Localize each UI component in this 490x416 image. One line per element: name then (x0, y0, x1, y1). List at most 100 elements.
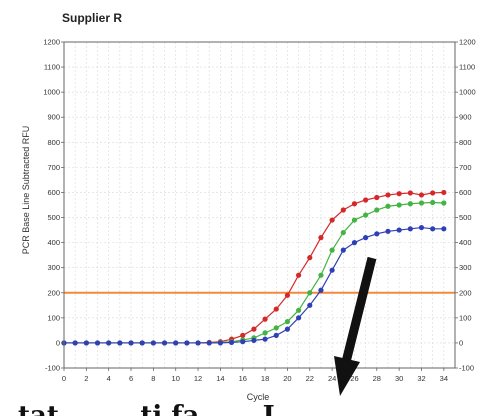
x-tick-label: 20 (283, 374, 291, 383)
data-point (396, 227, 402, 233)
y-tick-label: 700 (47, 163, 60, 172)
x-tick-label: 0 (62, 374, 66, 383)
x-tick-label: 12 (194, 374, 202, 383)
data-point (418, 200, 425, 206)
data-point (374, 207, 380, 213)
data-point (240, 339, 246, 345)
data-point (296, 315, 302, 321)
y-tick-label: 900 (47, 113, 60, 122)
x-tick-label: 14 (216, 374, 224, 383)
data-point (117, 340, 123, 346)
data-point (329, 247, 335, 253)
data-point (296, 307, 302, 313)
data-point (396, 202, 402, 208)
x-axis-label: Cycle (247, 392, 270, 402)
x-tick-label: 34 (440, 374, 448, 383)
data-point (228, 339, 235, 346)
chart-title: Supplier R (62, 11, 122, 25)
data-point (430, 226, 436, 232)
data-point (329, 217, 335, 223)
x-tick-label: 26 (350, 374, 358, 383)
y-tick-label-right: 900 (459, 113, 472, 122)
y-tick-label: 300 (47, 263, 60, 272)
y-tick-label-right: 1000 (459, 88, 476, 97)
data-point (262, 336, 268, 342)
data-point (374, 231, 380, 237)
y-tick-label-right: 1100 (459, 63, 475, 72)
data-point (441, 226, 447, 232)
series-layer (61, 189, 447, 346)
x-tick-label: 6 (129, 374, 133, 383)
x-tick-label: 28 (373, 374, 381, 383)
x-tick-label: 32 (417, 374, 425, 383)
y-tick-label: -100 (45, 364, 60, 373)
overlay-bottom-text: tat........ ti fa...... I.. (18, 401, 293, 416)
data-point (284, 326, 291, 332)
x-tick-label: 24 (328, 374, 336, 383)
data-point (318, 272, 324, 278)
y-tick-label: 200 (47, 288, 60, 297)
data-point (284, 319, 291, 325)
series-2 (61, 224, 447, 346)
y-tick-label: 0 (56, 338, 60, 347)
data-point (307, 255, 313, 261)
y-tick-label-right: 700 (459, 163, 472, 172)
data-point (329, 267, 335, 273)
y-tick-label-right: 500 (459, 213, 472, 222)
data-point (150, 340, 156, 346)
data-point (407, 226, 413, 232)
data-point (418, 192, 425, 198)
y-tick-label: 600 (47, 188, 60, 197)
y-tick-label-right: 200 (459, 288, 472, 297)
series-line (64, 226, 444, 344)
data-point (128, 340, 134, 346)
data-point (106, 340, 112, 346)
y-tick-label: 800 (47, 138, 60, 147)
y-tick-label-right: 100 (459, 313, 472, 322)
data-point (374, 194, 380, 201)
y-tick-label: 100 (47, 313, 60, 322)
y-tick-label-right: 800 (459, 138, 472, 147)
data-point (318, 235, 324, 241)
x-tick-label: 10 (172, 374, 180, 383)
data-point (407, 190, 413, 196)
data-point (418, 224, 425, 231)
data-point (161, 340, 168, 346)
data-point (363, 197, 369, 203)
x-tick-label: 30 (395, 374, 403, 383)
data-point (351, 240, 358, 246)
data-point (351, 217, 358, 223)
x-tick-label: 22 (306, 374, 314, 383)
data-point (273, 306, 279, 312)
data-point (318, 287, 324, 293)
data-point (407, 201, 413, 207)
x-tick-label: 18 (261, 374, 269, 383)
data-point (284, 292, 291, 298)
data-point (206, 340, 212, 346)
y-tick-label-right: 0 (459, 338, 463, 347)
data-point (94, 340, 101, 346)
x-tick-label: 2 (84, 374, 88, 383)
y-axis-right-ticks: -100 0 100 200 300 400 500 600 700 800 900 1000 1100… (455, 38, 476, 373)
y-tick-label-right: 300 (459, 263, 472, 272)
data-point (430, 190, 436, 196)
data-point (385, 192, 391, 198)
y-tick-label-right: 600 (459, 188, 472, 197)
data-point (251, 337, 257, 344)
y-axis-left-ticks: -100 0 100 200 300 400 500 600 700 800 900 1000 1100… (43, 38, 64, 373)
data-point (385, 228, 391, 234)
data-point (340, 229, 346, 236)
plot-frame (63, 41, 456, 369)
data-point (430, 199, 436, 206)
data-point (363, 235, 369, 241)
data-point (139, 340, 145, 346)
data-point (240, 332, 246, 338)
data-point (396, 191, 402, 197)
data-point (251, 326, 257, 332)
data-point (262, 316, 268, 322)
y-tick-label: 500 (47, 213, 60, 222)
data-point (273, 325, 279, 331)
y-tick-label: 1200 (43, 38, 60, 47)
data-point (83, 340, 89, 346)
data-point (273, 332, 279, 338)
